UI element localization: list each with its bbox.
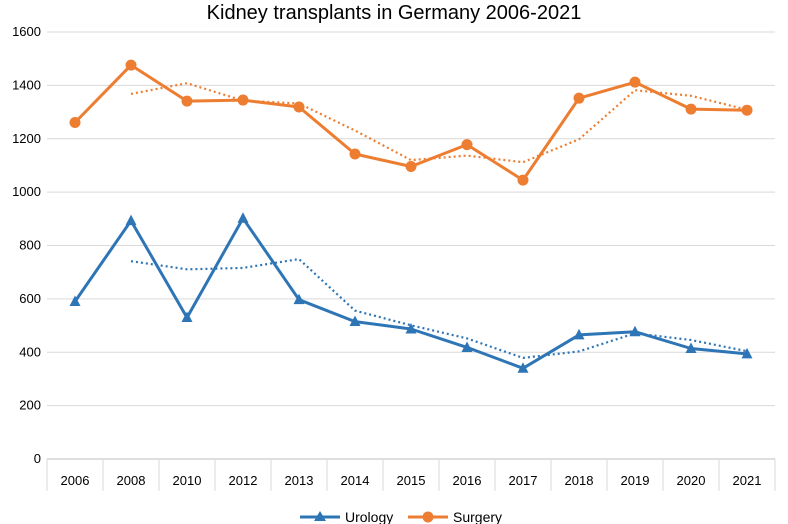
data-point-urology xyxy=(629,325,641,337)
data-point-urology xyxy=(685,342,697,354)
x-tick-label: 2012 xyxy=(229,473,258,488)
data-point-surgery xyxy=(293,101,305,113)
y-tick-label: 1000 xyxy=(12,184,41,199)
y-tick-label: 800 xyxy=(19,238,41,253)
legend-urology-label: Urology xyxy=(345,509,393,524)
data-point-surgery xyxy=(517,174,529,186)
trendline-urology xyxy=(130,257,748,360)
data-point-surgery xyxy=(685,103,697,115)
x-tick-label: 2014 xyxy=(341,473,370,488)
x-axis: 2006 2008 2010 2012 2013 2014 2015 2016 2017 2018… xyxy=(46,459,776,491)
data-point-surgery xyxy=(237,94,249,106)
x-tick-label: 2010 xyxy=(173,473,202,488)
data-point-urology xyxy=(181,311,193,323)
data-point-urology xyxy=(573,328,585,340)
y-tick-label: 1200 xyxy=(12,131,41,146)
data-series xyxy=(69,59,753,373)
data-point-surgery xyxy=(405,161,417,173)
data-point-surgery xyxy=(461,139,473,151)
legend: Urology Surgery xyxy=(300,509,502,524)
data-point-urology xyxy=(69,295,81,307)
data-point-surgery xyxy=(69,116,81,128)
data-point-urology xyxy=(517,362,529,373)
x-tick-label: 2015 xyxy=(397,473,426,488)
y-tick-label: 400 xyxy=(19,344,41,359)
x-tick-label: 2019 xyxy=(621,473,650,488)
data-point-urology xyxy=(405,323,417,334)
y-tick-label: 1400 xyxy=(12,77,41,92)
data-point-surgery xyxy=(349,148,361,160)
legend-urology-marker xyxy=(314,511,326,521)
y-axis-ticks: 0 200 400 600 800 1000 1200 1400 1600 xyxy=(12,24,41,466)
x-tick-label: 2020 xyxy=(677,473,706,488)
legend-surgery-marker xyxy=(422,511,434,523)
y-tick-label: 1600 xyxy=(12,24,41,39)
data-point-urology xyxy=(293,293,305,305)
legend-surgery-label: Surgery xyxy=(453,509,502,524)
data-point-urology xyxy=(461,341,473,352)
data-point-surgery xyxy=(125,59,137,71)
data-point-urology xyxy=(741,347,753,359)
data-point-surgery xyxy=(741,104,753,116)
data-point-urology xyxy=(237,212,249,223)
data-point-urology xyxy=(349,315,361,327)
x-tick-label: 2017 xyxy=(509,473,538,488)
data-point-surgery xyxy=(629,76,641,88)
trendline-surgery xyxy=(130,82,748,164)
x-tick-label: 2013 xyxy=(285,473,314,488)
x-tick-label: 2021 xyxy=(733,473,762,488)
chart-title: Kidney transplants in Germany 2006-2021 xyxy=(207,2,582,24)
x-tick-label: 2006 xyxy=(61,473,90,488)
x-tick-label: 2018 xyxy=(565,473,594,488)
gridlines xyxy=(47,31,775,460)
trendlines xyxy=(130,82,748,360)
x-tick-label: 2016 xyxy=(453,473,482,488)
data-point-surgery xyxy=(181,95,193,107)
series-line-urology xyxy=(73,216,748,370)
x-tick-label: 2008 xyxy=(117,473,146,488)
y-tick-label: 0 xyxy=(34,451,41,466)
y-tick-label: 200 xyxy=(19,398,41,413)
data-point-urology xyxy=(125,214,137,226)
data-point-surgery xyxy=(573,92,585,104)
y-tick-label: 600 xyxy=(19,291,41,306)
